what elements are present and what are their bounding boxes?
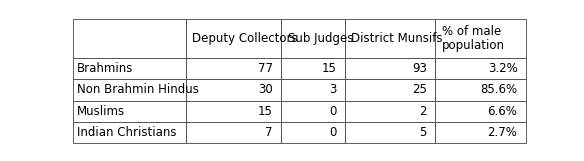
Bar <box>186 101 281 122</box>
Bar <box>281 79 345 101</box>
Bar <box>345 79 435 101</box>
Text: Brahmins: Brahmins <box>77 62 133 75</box>
Bar <box>186 79 281 101</box>
Text: 30: 30 <box>258 83 273 96</box>
Bar <box>435 19 526 58</box>
Bar <box>435 101 526 122</box>
Text: 7: 7 <box>265 126 273 139</box>
Text: 85.6%: 85.6% <box>480 83 517 96</box>
Text: District Munsifs: District Munsifs <box>352 32 443 45</box>
Bar <box>186 58 281 79</box>
Bar <box>186 19 281 58</box>
Text: 77: 77 <box>258 62 273 75</box>
Text: 93: 93 <box>412 62 427 75</box>
Text: 25: 25 <box>412 83 427 96</box>
Text: Muslims: Muslims <box>77 105 125 118</box>
Text: 3.2%: 3.2% <box>488 62 517 75</box>
Text: Sub Judges: Sub Judges <box>288 32 353 45</box>
Text: Deputy Collectors: Deputy Collectors <box>192 32 298 45</box>
Bar <box>73 19 186 58</box>
Bar <box>281 19 345 58</box>
Text: 2: 2 <box>419 105 427 118</box>
Text: % of male
population: % of male population <box>442 25 505 52</box>
Text: Non Brahmin Hindus: Non Brahmin Hindus <box>77 83 199 96</box>
Text: 2.7%: 2.7% <box>488 126 517 139</box>
Bar <box>73 101 186 122</box>
Bar <box>73 58 186 79</box>
Bar <box>435 79 526 101</box>
Bar <box>435 122 526 143</box>
Bar <box>345 19 435 58</box>
Bar <box>345 101 435 122</box>
Bar <box>345 122 435 143</box>
Text: 5: 5 <box>419 126 427 139</box>
Bar <box>73 122 186 143</box>
Text: 3: 3 <box>329 83 336 96</box>
Bar <box>186 122 281 143</box>
Text: 15: 15 <box>322 62 336 75</box>
Bar <box>435 58 526 79</box>
Text: 15: 15 <box>258 105 273 118</box>
Bar <box>345 58 435 79</box>
Bar <box>73 79 186 101</box>
Text: 0: 0 <box>329 105 336 118</box>
Bar <box>281 101 345 122</box>
Text: Indian Christians: Indian Christians <box>77 126 176 139</box>
Text: 0: 0 <box>329 126 336 139</box>
Text: 6.6%: 6.6% <box>488 105 517 118</box>
Bar <box>281 58 345 79</box>
Bar <box>281 122 345 143</box>
